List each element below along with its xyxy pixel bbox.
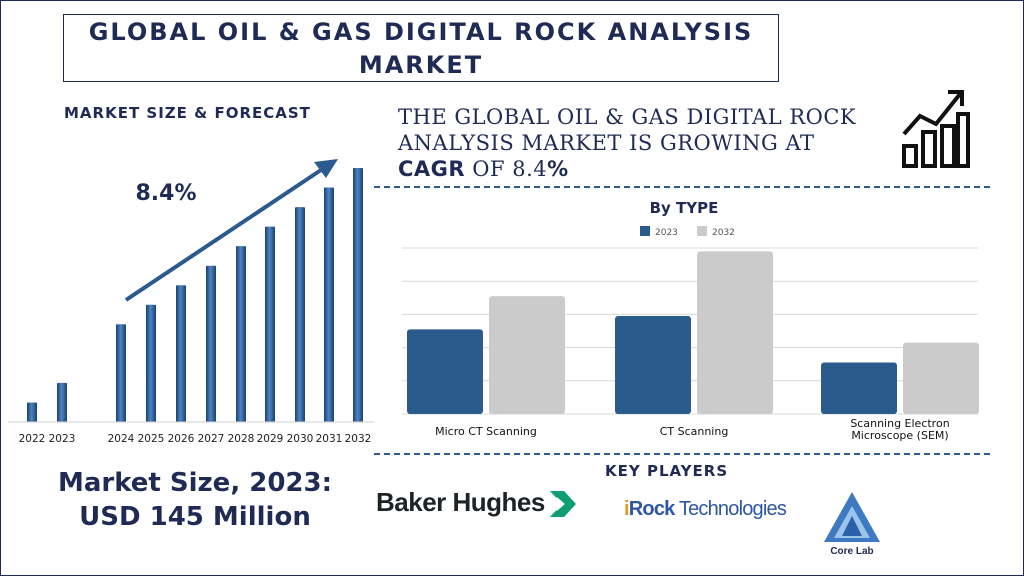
title-line-1: GLOBAL OIL & GAS DIGITAL ROCK ANALYSIS <box>88 18 754 46</box>
forecast-bar <box>146 304 156 422</box>
cagr-label: 8.4% <box>135 181 196 206</box>
legend-swatch <box>640 226 650 236</box>
core-lab-text: Core Lab <box>830 546 874 557</box>
key-players-heading: KEY PLAYERS <box>605 462 729 480</box>
forecast-bar <box>57 382 67 422</box>
type-category-label: Micro CT Scanning <box>435 425 537 438</box>
forecast-year-label: 2026 <box>168 433 195 445</box>
market-size: Market Size, 2023: USD 145 Million <box>20 466 370 534</box>
legend-swatch <box>697 226 707 236</box>
forecast-year-label: 2023 <box>49 433 76 445</box>
irock-rock: Rock <box>628 498 676 520</box>
type-bar <box>821 362 897 414</box>
type-bar <box>697 251 773 414</box>
cagr-bold-2: % <box>547 157 569 181</box>
baker-hughes-text: Baker Hughes <box>376 487 545 517</box>
type-bar <box>903 342 979 414</box>
forecast-year-label: 2031 <box>316 433 343 445</box>
type-chart-title: By TYPE <box>650 199 719 217</box>
irock-rest: Technologies <box>674 498 787 520</box>
irock-i: i <box>624 498 630 520</box>
forecast-bar <box>265 226 275 422</box>
type-bar <box>407 329 483 414</box>
divider-bottom <box>374 453 990 455</box>
title-line-2: MARKET <box>358 51 484 79</box>
type-category-label: CT Scanning <box>660 425 729 438</box>
forecast-year-label: 2029 <box>257 433 284 445</box>
type-category-label: Scanning Electron <box>850 417 949 430</box>
forecast-heading: MARKET SIZE & FORECAST <box>64 104 311 122</box>
forecast-bar <box>176 285 186 422</box>
page-title: GLOBAL OIL & GAS DIGITAL ROCK ANALYSIS M… <box>63 14 779 82</box>
forecast-bar <box>295 207 305 422</box>
forecast-bar <box>236 246 246 422</box>
forecast-year-label: 2028 <box>228 433 255 445</box>
legend-label: 2023 <box>655 228 678 238</box>
market-size-line-2: USD 145 Million <box>79 502 311 532</box>
baker-hughes-chevron-icon <box>550 491 576 517</box>
legend-label: 2032 <box>712 228 735 238</box>
forecast-bar <box>353 168 363 422</box>
forecast-bar <box>27 402 37 422</box>
cagr-text-1: THE GLOBAL OIL & GAS DIGITAL ROCK ANALYS… <box>398 105 857 155</box>
forecast-year-label: 2027 <box>198 433 225 445</box>
forecast-bar <box>116 324 126 422</box>
trend-arrow-line <box>124 166 326 302</box>
cagr-text-2: OF 8.4 <box>465 157 548 181</box>
baker-hughes-logo: Baker Hughes <box>376 487 545 518</box>
growth-chart-icon <box>902 90 970 168</box>
trend-arrow-head <box>314 159 338 178</box>
forecast-year-label: 2024 <box>108 433 135 445</box>
irock-logo: iRock Technologies <box>624 498 787 521</box>
forecast-year-label: 2025 <box>138 433 165 445</box>
forecast-year-label: 2022 <box>19 433 46 445</box>
cagr-statement: THE GLOBAL OIL & GAS DIGITAL ROCK ANALYS… <box>398 104 878 182</box>
forecast-year-label: 2032 <box>345 433 372 445</box>
forecast-year-label: 2030 <box>287 433 314 445</box>
cagr-bold-1: CAGR <box>398 157 466 181</box>
forecast-bar <box>206 265 216 422</box>
divider-top <box>374 186 990 188</box>
type-bar <box>615 316 691 414</box>
market-size-line-1: Market Size, 2023: <box>57 468 333 498</box>
forecast-bar <box>324 187 334 422</box>
type-bar <box>489 296 565 414</box>
type-category-label: Microscope (SEM) <box>851 429 948 442</box>
core-lab-logo-icon <box>824 492 880 542</box>
forecast-chart: 2022 2023 2024 2025 2026 2027 2028 2029 2030 2031… <box>8 159 374 445</box>
type-chart: By TYPE 2023 2032 Micro CT Scanning CT Scann… <box>402 199 979 442</box>
